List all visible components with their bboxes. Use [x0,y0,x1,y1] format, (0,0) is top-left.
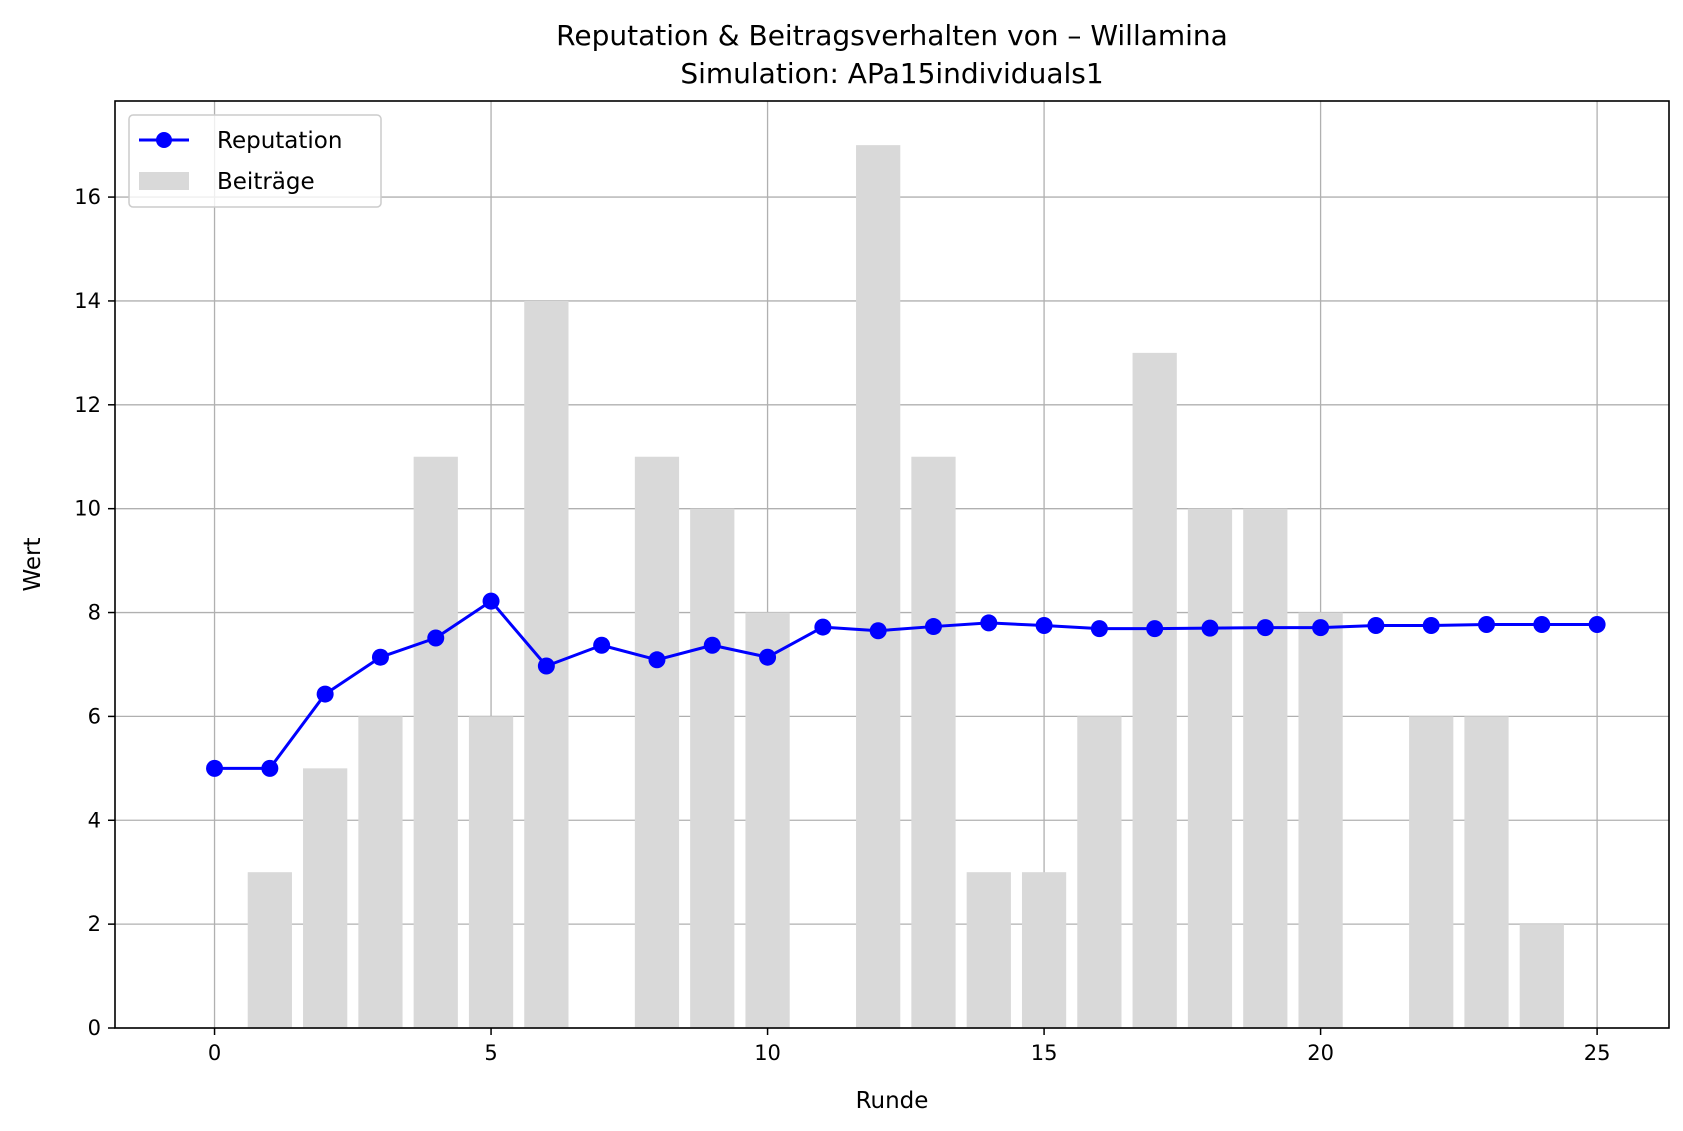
x-tick-label: 15 [1031,1041,1058,1065]
bar-beitraege [690,508,735,1029]
x-tick-label: 25 [1584,1041,1611,1065]
bar-beitraege [358,716,403,1028]
point-reputation [814,618,832,636]
y-tick-label: 14 [74,289,101,313]
y-tick-label: 2 [88,912,101,936]
legend-swatch-beitraege [139,172,189,190]
y-tick-label: 8 [88,601,101,625]
legend-label-beitraege: Beiträge [217,169,315,195]
tick-layer: 0 5 10 15 20 25 0 2 4 6 8 10 12 14 16 [74,185,1610,1065]
point-reputation [1256,619,1274,637]
bar-beitraege [1519,924,1564,1028]
point-reputation [206,759,224,777]
line-layer [206,592,1606,777]
x-tick-label: 10 [754,1041,781,1065]
bar-beitraege [1187,508,1233,1029]
y-tick-label: 10 [74,497,101,521]
x-tick-label: 5 [484,1041,497,1065]
bar-beitraege [745,612,790,1028]
y-tick-label: 6 [88,704,101,728]
point-reputation [1090,620,1108,638]
bar-beitraege [413,456,458,1028]
point-reputation [703,636,721,654]
bar-beitraege [911,456,956,1028]
point-reputation [1146,620,1164,638]
bar-beitraege [303,768,348,1028]
point-reputation [482,592,500,610]
y-tick-label: 4 [88,808,101,832]
point-reputation [1367,617,1385,635]
point-reputation [648,651,666,669]
bar-beitraege [1132,352,1177,1028]
y-tick-label: 12 [74,393,101,417]
x-tick-label: 0 [208,1041,221,1065]
point-reputation [261,759,279,777]
point-reputation [371,648,389,666]
chart-title: Reputation & Beitragsverhalten von – Wil… [556,19,1228,52]
legend-label-reputation: Reputation [217,128,342,154]
bar-beitraege [966,872,1011,1028]
bar-layer [247,145,1564,1029]
bar-beitraege [1243,508,1288,1029]
chart-subtitle: Simulation: APa15individuals1 [680,57,1103,90]
y-tick-label: 0 [88,1016,101,1040]
bar-beitraege [1409,716,1454,1028]
bar-beitraege [468,716,514,1028]
plot-frame [114,100,1670,1029]
point-reputation [869,622,887,640]
point-reputation [759,648,777,666]
point-reputation [1312,619,1330,637]
bar-beitraege [634,456,680,1028]
bar-beitraege [1021,872,1067,1028]
point-reputation [537,657,555,675]
bar-beitraege [247,872,292,1028]
x-axis-label: Runde [856,1088,929,1114]
point-reputation [1035,617,1053,635]
bar-beitraege [1298,612,1343,1028]
y-tick-label: 16 [74,185,101,209]
x-tick-label: 20 [1307,1041,1334,1065]
point-reputation [593,636,611,654]
point-reputation [427,629,445,647]
point-reputation [1478,615,1496,633]
legend-box [128,114,382,208]
bar-beitraege [856,145,901,1029]
point-reputation [1588,615,1606,633]
point-reputation [1533,615,1551,633]
bar-beitraege [1077,716,1122,1028]
point-reputation [316,685,334,703]
point-reputation [980,614,998,632]
point-reputation [1422,617,1440,635]
legend: Reputation Beiträge [128,114,382,208]
legend-marker-reputation [156,132,172,148]
point-reputation [924,618,942,636]
series-line-reputation [214,599,1598,770]
bar-beitraege [1464,716,1509,1028]
y-axis-label: Wert [20,537,46,591]
point-reputation [1201,619,1219,637]
